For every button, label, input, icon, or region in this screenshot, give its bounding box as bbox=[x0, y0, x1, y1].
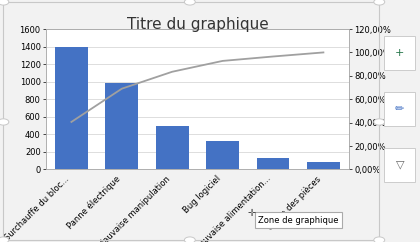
Text: ▽: ▽ bbox=[396, 159, 404, 170]
Text: +: + bbox=[395, 48, 404, 58]
Bar bbox=[206, 141, 239, 169]
Bar bbox=[55, 46, 88, 169]
Text: ✏: ✏ bbox=[395, 104, 404, 114]
Bar bbox=[257, 158, 289, 169]
Bar bbox=[156, 126, 189, 169]
Bar bbox=[105, 83, 138, 169]
Text: ✛: ✛ bbox=[248, 208, 256, 218]
Text: Zone de graphique: Zone de graphique bbox=[258, 216, 339, 225]
Bar bbox=[307, 162, 340, 169]
Text: Titre du graphique: Titre du graphique bbox=[126, 17, 268, 32]
